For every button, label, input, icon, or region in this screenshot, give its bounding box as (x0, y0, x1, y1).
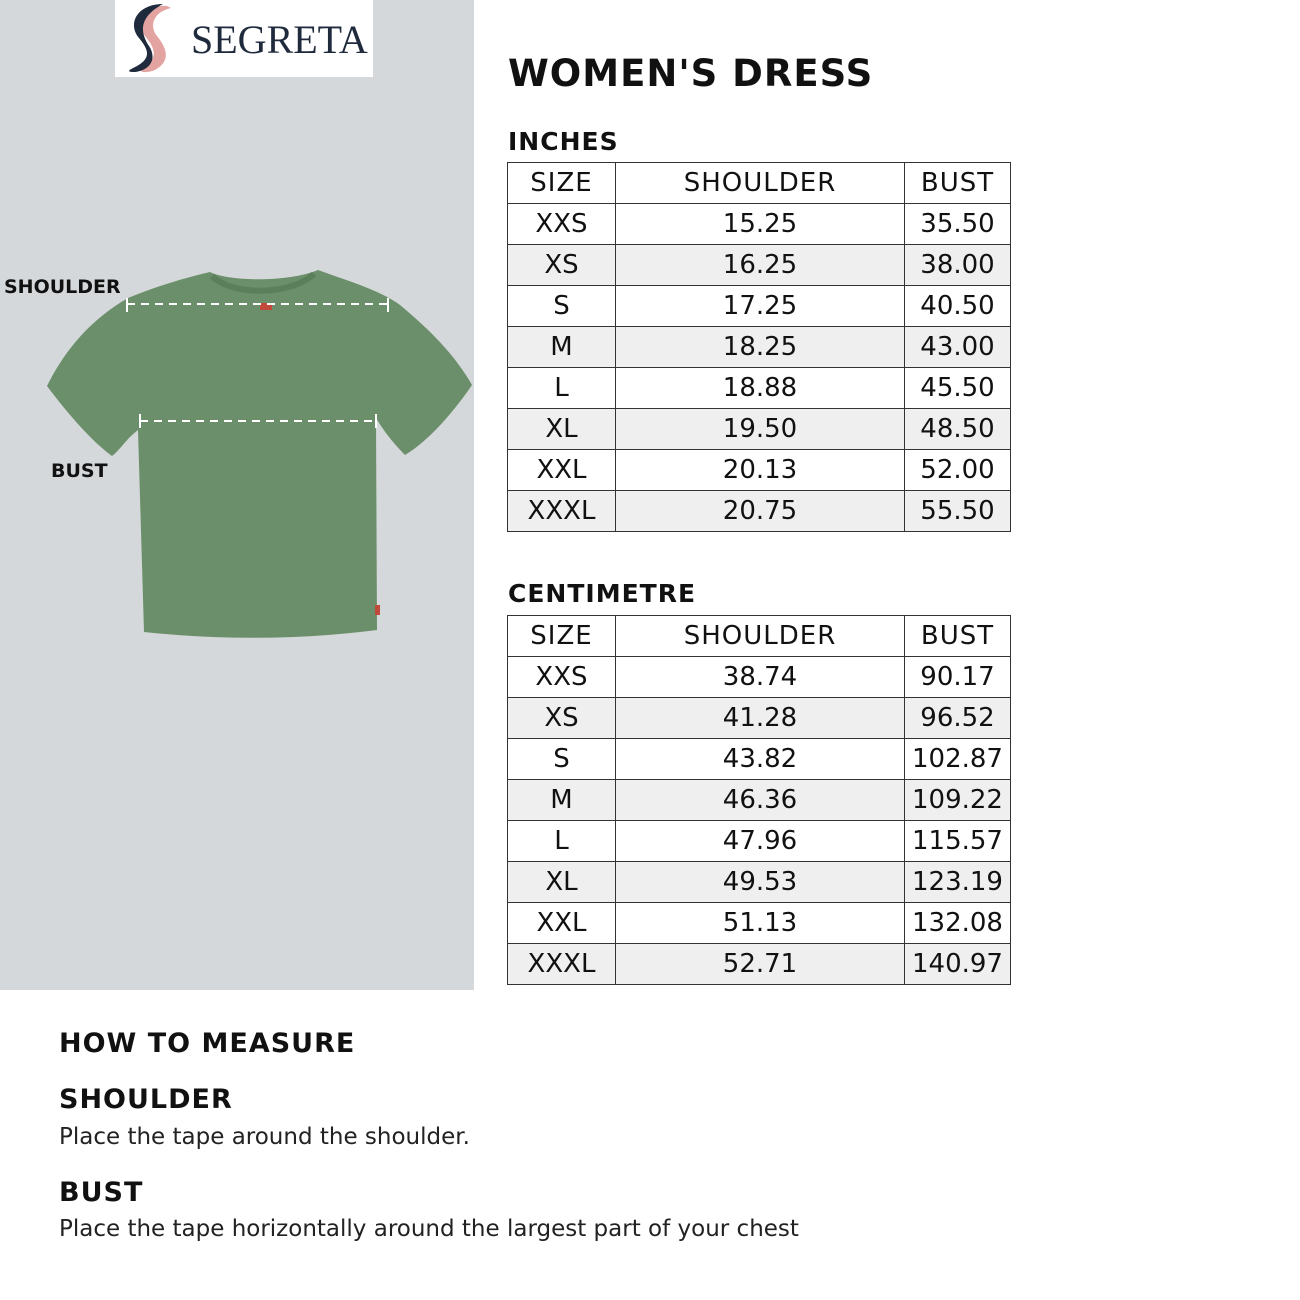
table-row: XS 16.25 38.00 (507, 244, 1011, 286)
bust-label: BUST (51, 460, 108, 482)
bust-heading: BUST (59, 1177, 144, 1208)
inches-heading: INCHES (508, 127, 619, 156)
shoulder-cell: 16.25 (615, 244, 905, 286)
bust-cell: 35.50 (904, 203, 1011, 245)
table-row: XL 49.53 123.19 (507, 861, 1011, 903)
tshirt-image (47, 270, 472, 638)
bust-cell: 140.97 (904, 943, 1011, 985)
size-cell: XS (507, 244, 616, 286)
table-row: XXXL 20.75 55.50 (507, 490, 1011, 532)
table-row: XS 41.28 96.52 (507, 697, 1011, 739)
shoulder-cell: 51.13 (615, 902, 905, 944)
shoulder-cell: 18.25 (615, 326, 905, 368)
table-row: S 17.25 40.50 (507, 285, 1011, 327)
size-cell: XL (507, 861, 616, 903)
bust-cell: 115.57 (904, 820, 1011, 862)
shoulder-cell: 52.71 (615, 943, 905, 985)
table-row: M 18.25 43.00 (507, 326, 1011, 368)
shoulder-cell: 46.36 (615, 779, 905, 821)
size-cell: S (507, 285, 616, 327)
size-cell: XS (507, 697, 616, 739)
bust-cell: 48.50 (904, 408, 1011, 450)
centimetre-heading: CENTIMETRE (508, 579, 697, 608)
bust-cell: 132.08 (904, 902, 1011, 944)
shoulder-instruction: Place the tape around the shoulder. (59, 1124, 470, 1150)
shoulder-cell: 15.25 (615, 203, 905, 245)
size-cell: XXL (507, 902, 616, 944)
shoulder-cell: 38.74 (615, 656, 905, 698)
size-cell: XXS (507, 656, 616, 698)
shoulder-cell: 41.28 (615, 697, 905, 739)
bust-cell: 45.50 (904, 367, 1011, 409)
shoulder-cell: 49.53 (615, 861, 905, 903)
table-row: XXL 20.13 52.00 (507, 449, 1011, 491)
shoulder-cell: 17.25 (615, 285, 905, 327)
shoulder-cell: 19.50 (615, 408, 905, 450)
logo-text: SEGRETA (191, 17, 368, 62)
table-row: L 47.96 115.57 (507, 820, 1011, 862)
size-cell: M (507, 779, 616, 821)
bust-cell: 55.50 (904, 490, 1011, 532)
illustration-panel: SEGRETA SHOULDER BUST (0, 0, 474, 990)
size-cell: XXS (507, 203, 616, 245)
table-row: S 43.82 102.87 (507, 738, 1011, 780)
bust-cell: 109.22 (904, 779, 1011, 821)
table-row: L 18.88 45.50 (507, 367, 1011, 409)
inches-table: SIZE SHOULDER BUST XXS 15.25 35.50 XS 16.25 3… (507, 162, 1011, 532)
bust-cell: 96.52 (904, 697, 1011, 739)
shoulder-cell: 18.88 (615, 367, 905, 409)
bust-cell: 52.00 (904, 449, 1011, 491)
size-cell: XXL (507, 449, 616, 491)
size-cell: XL (507, 408, 616, 450)
table-row: M 46.36 109.22 (507, 779, 1011, 821)
shoulder-label: SHOULDER (4, 276, 121, 298)
table-row: XXL 51.13 132.08 (507, 902, 1011, 944)
table-row: XXS 38.74 90.17 (507, 656, 1011, 698)
bust-instruction: Place the tape horizontally around the l… (59, 1216, 799, 1242)
shoulder-cell: 43.82 (615, 738, 905, 780)
bust-cell: 123.19 (904, 861, 1011, 903)
table-row: XL 19.50 48.50 (507, 408, 1011, 450)
column-header: SHOULDER (615, 615, 905, 657)
centimetre-table: SIZE SHOULDER BUST XXS 38.74 90.17 XS 41.28 9… (507, 615, 1011, 985)
how-to-measure-heading: HOW TO MEASURE (59, 1028, 356, 1059)
shoulder-cell: 20.75 (615, 490, 905, 532)
column-header: BUST (904, 162, 1011, 204)
size-cell: M (507, 326, 616, 368)
page-title: WOMEN'S DRESS (508, 52, 874, 95)
column-header: SHOULDER (615, 162, 905, 204)
shoulder-heading: SHOULDER (59, 1084, 233, 1115)
column-header: BUST (904, 615, 1011, 657)
brand-logo: SEGRETA (115, 0, 373, 77)
bust-cell: 102.87 (904, 738, 1011, 780)
size-cell: XXXL (507, 490, 616, 532)
table-row: XXXL 52.71 140.97 (507, 943, 1011, 985)
size-cell: S (507, 738, 616, 780)
size-cell: L (507, 367, 616, 409)
size-cell: L (507, 820, 616, 862)
bust-cell: 43.00 (904, 326, 1011, 368)
column-header: SIZE (507, 615, 616, 657)
column-header: SIZE (507, 162, 616, 204)
shoulder-cell: 20.13 (615, 449, 905, 491)
logo-s-icon (129, 4, 171, 73)
bust-cell: 38.00 (904, 244, 1011, 286)
table-row: XXS 15.25 35.50 (507, 203, 1011, 245)
bust-cell: 40.50 (904, 285, 1011, 327)
shoulder-cell: 47.96 (615, 820, 905, 862)
size-cell: XXXL (507, 943, 616, 985)
bust-cell: 90.17 (904, 656, 1011, 698)
